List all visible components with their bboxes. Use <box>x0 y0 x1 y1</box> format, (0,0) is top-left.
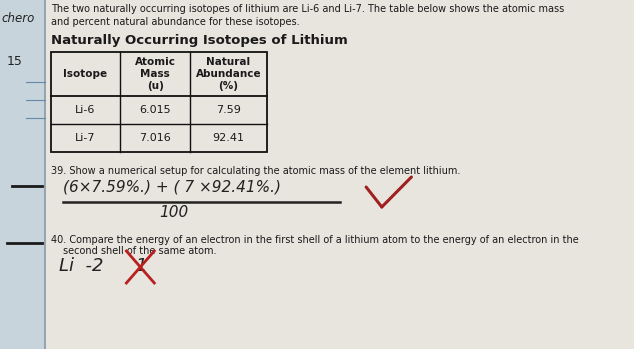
Text: second shell of the same atom.: second shell of the same atom. <box>63 246 216 256</box>
Text: Li-7: Li-7 <box>75 133 96 143</box>
Text: (6×7.59%.) + ( 7 ×92.41%.): (6×7.59%.) + ( 7 ×92.41%.) <box>63 179 281 194</box>
Text: Natural
Abundance
(%): Natural Abundance (%) <box>195 57 261 91</box>
Text: and percent natural abundance for these isotopes.: and percent natural abundance for these … <box>51 17 299 27</box>
Text: Li  -2: Li -2 <box>59 257 104 275</box>
Text: Li-6: Li-6 <box>75 105 96 115</box>
Text: 40. Compare the energy of an electron in the first shell of a lithium atom to th: 40. Compare the energy of an electron in… <box>51 235 578 245</box>
Text: 6.015: 6.015 <box>139 105 171 115</box>
Text: 7.016: 7.016 <box>139 133 171 143</box>
Text: Isotope: Isotope <box>63 69 108 79</box>
Text: 15: 15 <box>7 55 23 68</box>
Text: The two naturally occurring isotopes of lithium are Li-6 and Li-7. The table bel: The two naturally occurring isotopes of … <box>51 4 564 14</box>
Text: Atomic
Mass
(u): Atomic Mass (u) <box>134 57 176 91</box>
Text: Naturally Occurring Isotopes of Lithium: Naturally Occurring Isotopes of Lithium <box>51 34 347 47</box>
Bar <box>0 0 45 349</box>
Bar <box>51 52 267 152</box>
Text: chero: chero <box>2 12 35 25</box>
Text: 100: 100 <box>160 205 189 220</box>
Text: 1: 1 <box>135 257 146 275</box>
Text: 7.59: 7.59 <box>216 105 241 115</box>
Text: 92.41: 92.41 <box>212 133 244 143</box>
Text: 39. Show a numerical setup for calculating the atomic mass of the element lithiu: 39. Show a numerical setup for calculati… <box>51 166 460 176</box>
